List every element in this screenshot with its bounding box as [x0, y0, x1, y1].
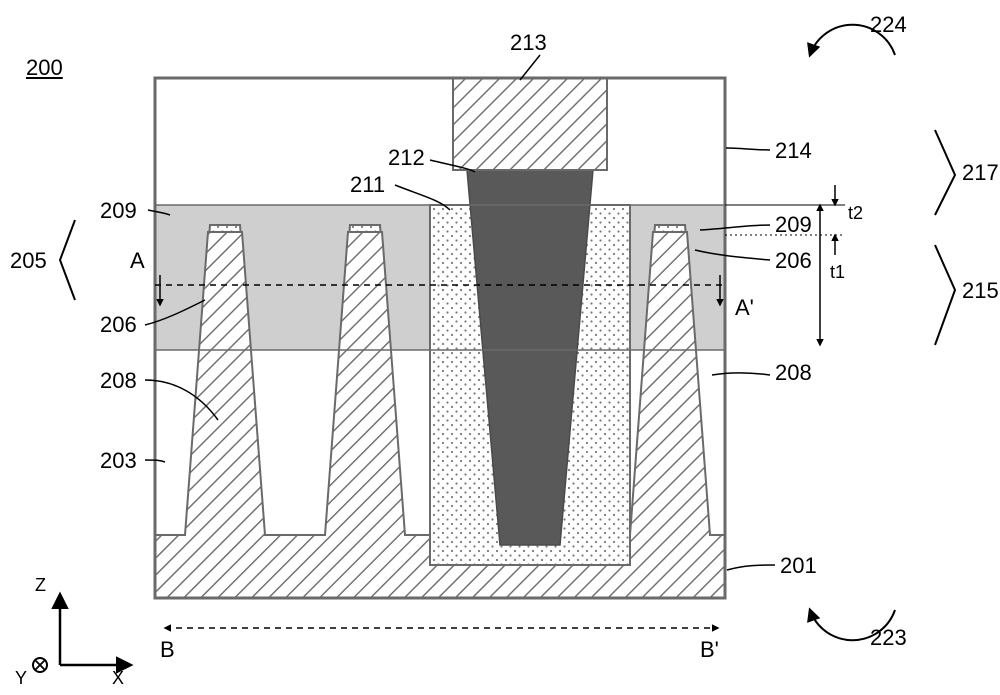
label-205: 205	[10, 248, 47, 274]
section-B-prime: B'	[700, 637, 719, 663]
bracket-205	[60, 220, 75, 300]
bracket-217	[935, 130, 955, 215]
label-214: 214	[775, 138, 812, 164]
label-209-left: 209	[100, 198, 137, 224]
dim-t2: t2	[848, 203, 863, 224]
coordinate-axes	[33, 595, 130, 672]
label-203: 203	[100, 448, 137, 474]
label-209-right: 209	[775, 212, 812, 238]
label-208-left: 208	[100, 368, 137, 394]
axis-y: Y	[15, 668, 27, 689]
figure-stage: { "figure": { "number": "200", "type": "…	[0, 0, 1000, 695]
axis-x: X	[112, 668, 124, 689]
label-223: 223	[870, 625, 907, 651]
label-211: 211	[350, 172, 385, 198]
section-A: A	[130, 248, 145, 274]
region-213	[453, 78, 607, 170]
label-212: 212	[388, 145, 425, 171]
figure-number: 200	[26, 55, 63, 81]
label-224: 224	[870, 12, 907, 38]
label-217: 217	[962, 160, 999, 186]
section-B: B	[160, 637, 175, 663]
bracket-215	[935, 245, 955, 345]
label-206-right: 206	[775, 248, 812, 274]
label-213: 213	[510, 30, 547, 56]
diagram-svg	[0, 0, 1000, 695]
label-201: 201	[780, 553, 817, 579]
axis-z: Z	[35, 575, 46, 596]
dim-t1: t1	[830, 262, 845, 283]
label-215: 215	[962, 278, 999, 304]
section-A-prime: A'	[735, 295, 754, 321]
label-206-left: 206	[100, 312, 137, 338]
label-208-right: 208	[775, 360, 812, 386]
